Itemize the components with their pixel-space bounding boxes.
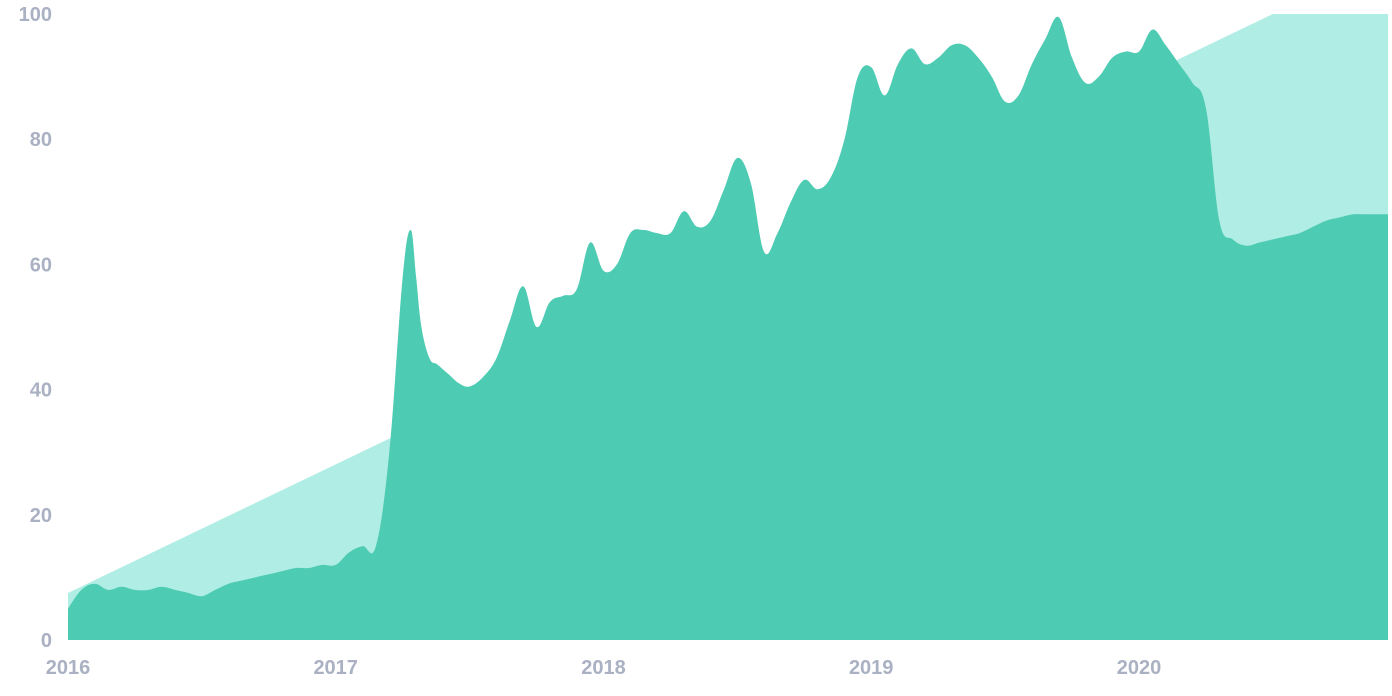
y-tick-label: 60 (30, 254, 52, 276)
main-area (68, 16, 1388, 641)
y-tick-label: 20 (30, 505, 52, 527)
y-tick-label: 100 (19, 4, 52, 26)
y-tick-label: 40 (30, 380, 52, 402)
y-axis: 0 20 40 60 80 100 (19, 4, 52, 652)
x-axis: 2016 2017 2018 2019 2020 (46, 657, 1162, 679)
series-areas (68, 14, 1388, 641)
x-tick-label: 2020 (1117, 657, 1162, 679)
x-tick-label: 2019 (849, 657, 894, 679)
y-tick-label: 0 (41, 630, 52, 652)
x-tick-label: 2018 (581, 657, 626, 679)
x-tick-label: 2016 (46, 657, 91, 679)
y-tick-label: 80 (30, 129, 52, 151)
x-tick-label: 2017 (313, 657, 358, 679)
